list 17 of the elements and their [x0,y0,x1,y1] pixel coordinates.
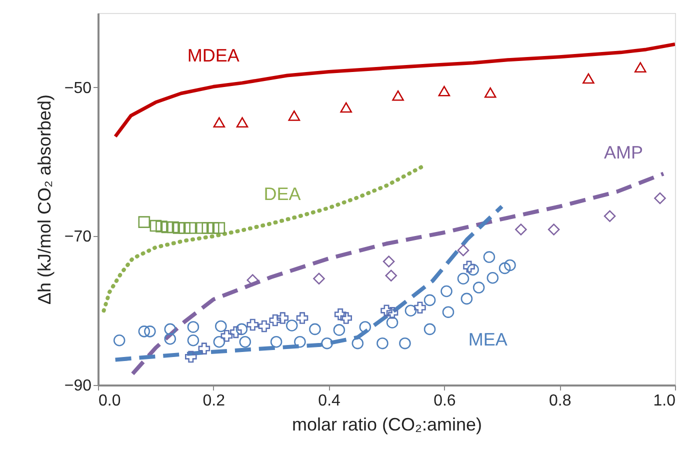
x-tick-label: 0.8 [548,392,572,410]
x-axis-title: molar ratio (CO₂:amine) [292,414,482,434]
x-tick-label: 0.4 [318,392,341,410]
x-tick-label: 1.0 [653,392,676,410]
line-series [114,42,675,138]
series-label: AMP [604,142,643,163]
x-tick-label: 0.2 [202,392,226,410]
y-tick-label: −90 [64,378,92,394]
line-series [130,172,666,376]
series-label: MDEA [187,46,240,66]
y-tick-label: −70 [64,228,92,246]
text: MEA [468,329,508,350]
y-tick-label: −50 [64,80,92,97]
y-axis-title: Δh (kJ/mol CO₂ absorbed) [34,94,54,305]
x-tick-label: 0.0 [98,392,121,410]
series-label: DEA [264,184,301,204]
x-tick-label: 0.6 [434,392,456,410]
